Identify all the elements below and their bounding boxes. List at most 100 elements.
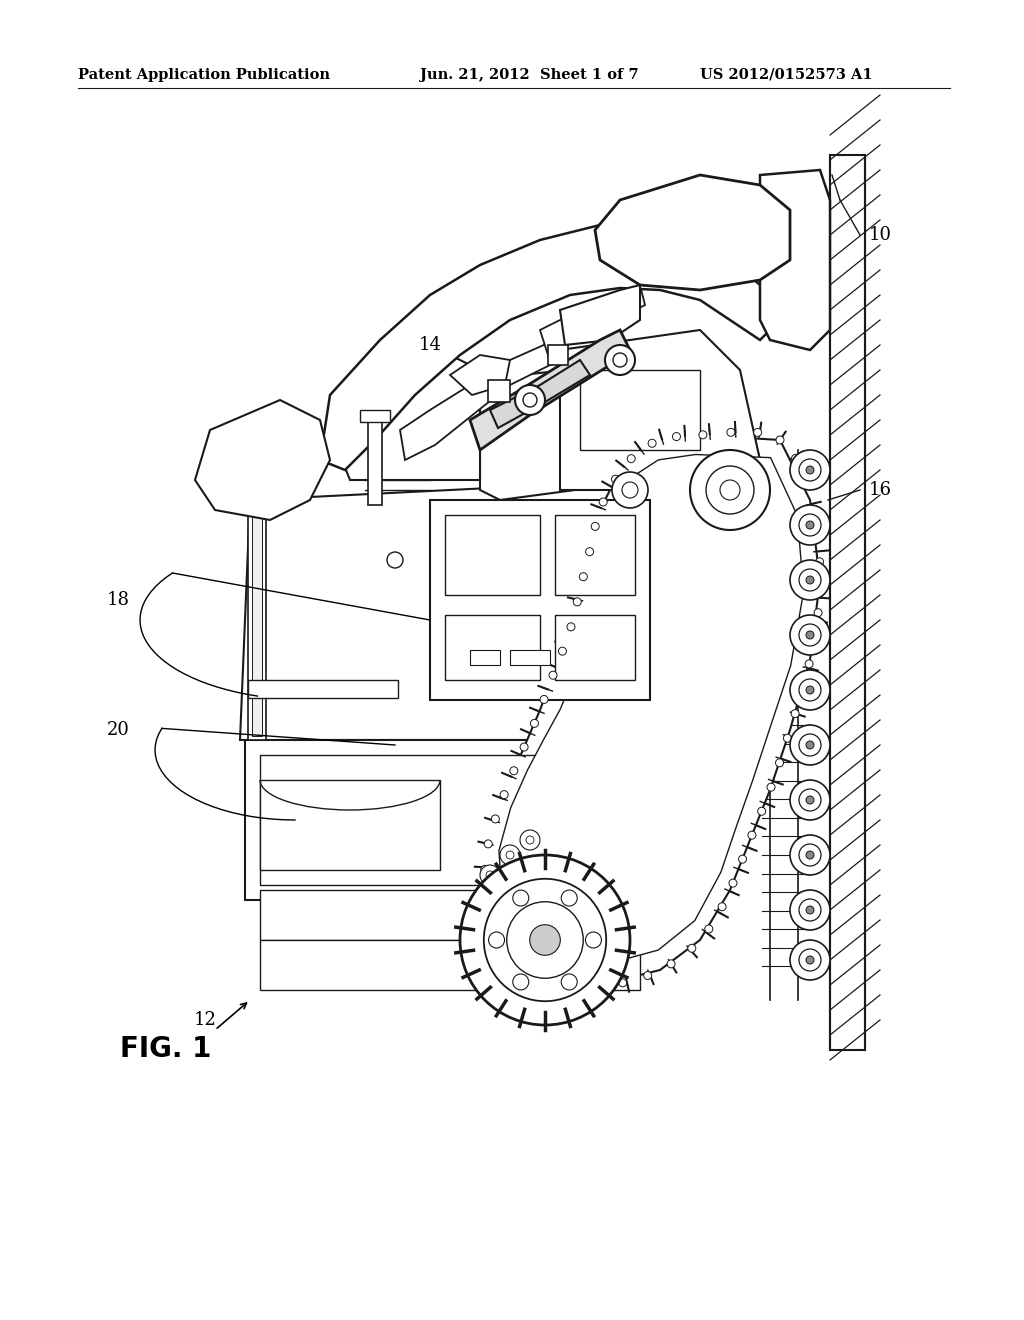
Text: 12: 12: [194, 1011, 216, 1030]
Circle shape: [580, 573, 588, 581]
Polygon shape: [560, 285, 640, 345]
Circle shape: [593, 981, 601, 989]
Circle shape: [799, 459, 821, 480]
Circle shape: [688, 944, 696, 952]
Circle shape: [799, 685, 807, 693]
Circle shape: [799, 569, 821, 591]
Circle shape: [799, 513, 821, 536]
Bar: [580, 370, 700, 450]
Polygon shape: [330, 350, 480, 480]
Bar: [830, 154, 865, 1049]
Circle shape: [776, 436, 784, 444]
Circle shape: [618, 979, 627, 987]
Circle shape: [799, 678, 821, 701]
Circle shape: [802, 479, 810, 487]
Circle shape: [492, 814, 500, 822]
Circle shape: [748, 832, 756, 840]
Circle shape: [627, 454, 635, 463]
Circle shape: [558, 647, 566, 655]
Text: Jun. 21, 2012  Sheet 1 of 7: Jun. 21, 2012 Sheet 1 of 7: [420, 69, 639, 82]
Circle shape: [489, 916, 498, 924]
Bar: [555, 615, 635, 680]
Circle shape: [488, 932, 505, 948]
Bar: [260, 890, 640, 940]
Circle shape: [790, 725, 830, 766]
Circle shape: [507, 902, 584, 978]
Circle shape: [561, 974, 578, 990]
Circle shape: [738, 855, 746, 863]
Circle shape: [806, 851, 814, 859]
Text: 16: 16: [868, 480, 892, 499]
Bar: [260, 780, 440, 870]
Circle shape: [792, 454, 800, 462]
Circle shape: [767, 783, 775, 791]
Circle shape: [613, 352, 627, 367]
Polygon shape: [450, 355, 510, 395]
Text: 14: 14: [419, 337, 441, 354]
Circle shape: [727, 428, 735, 437]
Text: Patent Application Publication: Patent Application Publication: [78, 69, 330, 82]
Polygon shape: [319, 220, 780, 470]
Polygon shape: [400, 341, 560, 459]
Bar: [445, 615, 540, 680]
Circle shape: [500, 791, 508, 799]
Circle shape: [706, 466, 754, 513]
Polygon shape: [499, 454, 804, 965]
Bar: [252, 504, 262, 737]
Circle shape: [543, 970, 551, 978]
Circle shape: [561, 890, 578, 906]
Polygon shape: [480, 360, 760, 500]
Circle shape: [718, 903, 726, 911]
Bar: [470, 649, 500, 665]
Circle shape: [530, 719, 539, 727]
Circle shape: [790, 671, 830, 710]
Polygon shape: [240, 480, 680, 741]
Circle shape: [810, 635, 818, 643]
Circle shape: [540, 696, 548, 704]
Circle shape: [806, 576, 814, 583]
Circle shape: [612, 473, 648, 508]
Polygon shape: [195, 400, 330, 520]
Circle shape: [806, 741, 814, 748]
Circle shape: [799, 843, 821, 866]
Circle shape: [799, 949, 821, 972]
Polygon shape: [490, 360, 590, 428]
Circle shape: [567, 978, 575, 986]
Circle shape: [549, 672, 557, 680]
Circle shape: [586, 548, 594, 556]
Circle shape: [729, 879, 737, 887]
Circle shape: [567, 623, 574, 631]
Polygon shape: [595, 176, 790, 290]
Circle shape: [806, 906, 814, 913]
Bar: [555, 515, 635, 595]
Circle shape: [611, 475, 620, 483]
Circle shape: [813, 532, 821, 541]
Circle shape: [500, 845, 520, 865]
Text: 18: 18: [106, 591, 129, 609]
Circle shape: [529, 925, 560, 956]
Text: 20: 20: [106, 721, 129, 739]
Circle shape: [644, 972, 651, 979]
Circle shape: [806, 466, 814, 474]
Text: FIG. 1: FIG. 1: [120, 1035, 211, 1063]
Circle shape: [790, 615, 830, 655]
Circle shape: [480, 865, 500, 884]
Circle shape: [720, 480, 740, 500]
Circle shape: [758, 808, 766, 816]
Circle shape: [814, 609, 822, 616]
Bar: [260, 940, 640, 990]
Circle shape: [513, 974, 528, 990]
Circle shape: [799, 789, 821, 810]
Circle shape: [806, 796, 814, 804]
Circle shape: [806, 956, 814, 964]
Circle shape: [790, 780, 830, 820]
Bar: [245, 741, 655, 900]
Circle shape: [754, 429, 762, 437]
Circle shape: [799, 734, 821, 756]
Circle shape: [515, 385, 545, 414]
Circle shape: [484, 840, 493, 847]
Circle shape: [520, 743, 528, 751]
Text: 10: 10: [868, 226, 892, 244]
Circle shape: [805, 660, 813, 668]
Circle shape: [790, 450, 830, 490]
